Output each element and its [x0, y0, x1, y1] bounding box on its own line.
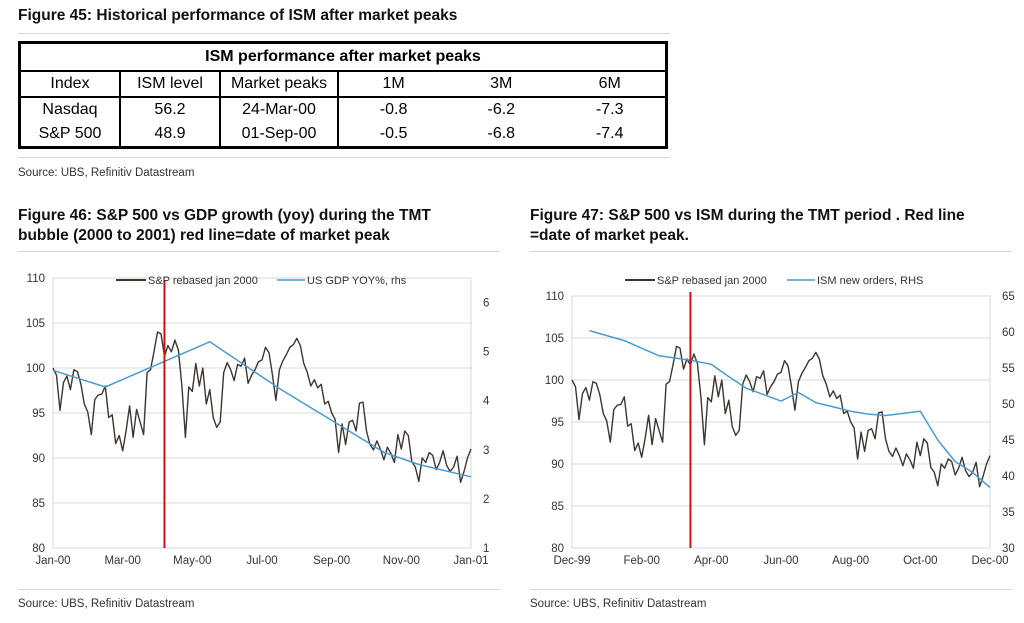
y-left-tick-label: 85 [551, 501, 564, 513]
x-tick-label: Aug-00 [832, 555, 869, 567]
y-right-tick-label: 45 [1002, 435, 1015, 447]
x-tick-label: May-00 [173, 555, 211, 567]
y-right-tick-label: 50 [1002, 399, 1015, 411]
x-tick-label: Jul-00 [246, 555, 277, 567]
y-right-tick-label: 60 [1002, 327, 1015, 339]
y-right-tick-label: 40 [1002, 471, 1015, 483]
cell-index: S&P 500 [19, 122, 121, 148]
figure-47-title-rule [530, 251, 1012, 252]
table-row: S&P 500 48.9 01-Sep-00 -0.5 -6.8 -7.4 [19, 122, 667, 148]
y-right-tick-label: 35 [1002, 507, 1015, 519]
cell-ism-level: 56.2 [120, 97, 221, 122]
x-tick-label: Nov-00 [383, 555, 420, 567]
y-left-tick-label: 90 [551, 459, 564, 471]
cell-ism-level: 48.9 [120, 122, 221, 148]
x-tick-label: Jan-01 [453, 555, 488, 567]
figure-47-source: Source: UBS, Refinitiv Datastream [530, 598, 707, 610]
table-header-row: Index ISM level Market peaks 1M 3M 6M [19, 71, 667, 98]
y-right-tick-label: 2 [483, 494, 489, 506]
rhs-series-line [52, 341, 472, 478]
y-left-tick-label: 95 [32, 408, 45, 420]
figure-46-title-line2: bubble (2000 to 2001) red line=date of m… [18, 227, 390, 244]
y-right-tick-label: 55 [1002, 363, 1015, 375]
x-tick-label: Jun-00 [763, 555, 798, 567]
col-header-3m: 3M [448, 71, 555, 98]
col-header-market-peaks: Market peaks [220, 71, 339, 98]
legend-label-rhs: US GDP YOY%, rhs [307, 275, 407, 287]
y-left-tick-label: 105 [26, 318, 45, 330]
x-tick-label: Apr-00 [694, 555, 729, 567]
y-left-tick-label: 100 [545, 375, 564, 387]
y-right-tick-label: 30 [1002, 543, 1015, 555]
col-header-1m: 1M [338, 71, 449, 98]
legend-label-sp: S&P rebased jan 2000 [657, 275, 767, 287]
table-row: Nasdaq 56.2 24-Mar-00 -0.8 -6.2 -7.3 [19, 97, 667, 122]
figure-45-title: Figure 45: Historical performance of ISM… [18, 7, 458, 24]
y-left-tick-label: 90 [32, 453, 45, 465]
col-header-6m: 6M [554, 71, 667, 98]
cell-market-peak: 01-Sep-00 [220, 122, 339, 148]
figure-46-title-rule [18, 251, 500, 252]
figure-47-title: Figure 47: S&P 500 vs ISM during the TMT… [530, 206, 965, 246]
y-left-tick-label: 95 [551, 417, 564, 429]
y-right-tick-label: 65 [1002, 291, 1015, 303]
col-header-ism-level: ISM level [120, 71, 221, 98]
sp-rebased-line [52, 331, 472, 483]
y-left-tick-label: 105 [545, 333, 564, 345]
figure-46-source: Source: UBS, Refinitiv Datastream [18, 598, 195, 610]
x-tick-label: Dec-00 [971, 555, 1008, 567]
y-left-tick-label: 100 [26, 363, 45, 375]
cell-6m: -7.3 [595, 101, 624, 118]
cell-3m: -6.2 [487, 101, 516, 118]
figure-46-chart: 80 85 90 95 100 105 110 1 2 3 4 5 6 Jan-00 Mar-00 May-0… [26, 273, 490, 567]
x-tick-label: Sep-00 [313, 555, 350, 567]
x-tick-label: Oct-00 [903, 555, 938, 567]
y-right-tick-label: 1 [483, 543, 489, 555]
x-tick-label: Dec-99 [553, 555, 590, 567]
y-right-tick-label: 6 [483, 298, 489, 310]
x-tick-label: Feb-00 [623, 555, 659, 567]
legend-label-sp: S&P rebased jan 2000 [148, 275, 258, 287]
legend-label-rhs: ISM new orders, RHS [817, 275, 923, 287]
cell-1m: -0.5 [379, 125, 408, 142]
figure-45-bottom-rule [18, 157, 670, 158]
col-header-index: Index [19, 71, 121, 98]
cell-3m: -6.8 [487, 125, 516, 142]
figure-47-title-line1: Figure 47: S&P 500 vs ISM during the TMT… [530, 207, 965, 224]
figure-45-title-rule [18, 33, 670, 34]
cell-1m: -0.8 [379, 101, 408, 118]
y-left-tick-label: 80 [551, 543, 564, 555]
y-right-tick-label: 5 [483, 347, 489, 359]
sp-rebased-line [571, 345, 991, 488]
cell-6m: -7.4 [595, 125, 624, 142]
x-tick-label: Mar-00 [104, 555, 140, 567]
figure-46-title: Figure 46: S&P 500 vs GDP growth (yoy) d… [18, 206, 431, 246]
y-right-tick-label: 3 [483, 445, 489, 457]
figure-47-title-line2: =date of market peak. [530, 227, 689, 244]
y-left-tick-label: 110 [546, 291, 564, 303]
rhs-series-line [589, 329, 991, 489]
figure-46-title-line1: Figure 46: S&P 500 vs GDP growth (yoy) d… [18, 207, 431, 224]
y-right-tick-label: 4 [483, 396, 490, 408]
cell-market-peak: 24-Mar-00 [220, 97, 339, 122]
y-left-tick-label: 85 [32, 498, 45, 510]
cell-index: Nasdaq [19, 97, 121, 122]
ism-performance-table: ISM performance after market peaks Index… [18, 41, 668, 149]
figure-47-bottom-rule [530, 589, 1012, 590]
y-left-tick-label: 80 [32, 543, 45, 555]
y-left-tick-label: 110 [27, 273, 45, 285]
x-tick-label: Jan-00 [35, 555, 70, 567]
figure-47-chart: 80 85 90 95 100 105 110 30 35 40 45 50 55 60 65 Dec-99 F… [545, 275, 1015, 567]
figure-45-source: Source: UBS, Refinitiv Datastream [18, 167, 195, 179]
figure-46-bottom-rule [18, 589, 500, 590]
table-caption: ISM performance after market peaks [19, 42, 667, 72]
